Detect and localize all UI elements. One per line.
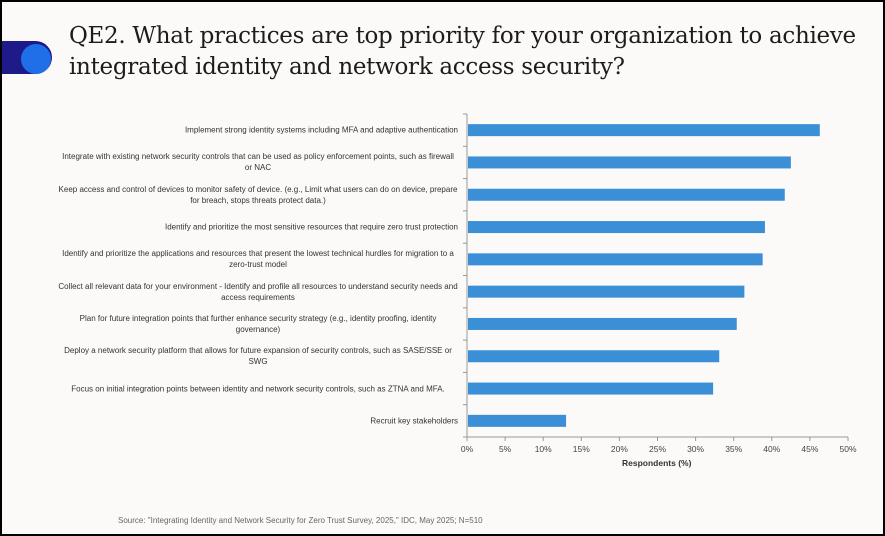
category-label: Identify and prioritize the applications…	[62, 249, 454, 270]
x-tick-label: 35%	[725, 444, 742, 454]
x-tick-label: 15%	[573, 444, 590, 454]
source-note: Source: "Integrating Identity and Networ…	[118, 516, 483, 525]
x-tick-label: 40%	[763, 444, 780, 454]
category-label: Focus on initial integration points betw…	[71, 384, 445, 394]
x-tick-label: 5%	[499, 444, 512, 454]
x-tick-label: 0%	[461, 444, 474, 454]
bar	[468, 382, 714, 395]
x-tick-label: 50%	[839, 444, 856, 454]
x-tick-label: 20%	[611, 444, 628, 454]
category-label: Recruit key stakeholders	[370, 416, 458, 426]
bar	[468, 350, 720, 363]
category-label: Collect all relevant data for your envir…	[58, 281, 458, 302]
bar	[468, 253, 763, 266]
category-label: Integrate with existing network security…	[62, 152, 454, 173]
category-label: Identify and prioritize the most sensiti…	[164, 222, 458, 232]
x-tick-label: 10%	[535, 444, 552, 454]
bar	[468, 221, 765, 234]
x-tick-label: 45%	[801, 444, 818, 454]
page-title: QE2. What practices are top priority for…	[69, 23, 856, 80]
bar	[468, 285, 745, 298]
category-label: Plan for future integration points that …	[79, 313, 437, 334]
category-label: Keep access and control of devices to mo…	[58, 184, 458, 205]
bar	[468, 317, 737, 330]
bar	[468, 156, 791, 169]
x-tick-label: 25%	[649, 444, 666, 454]
x-axis-title: Respondents (%)	[622, 458, 692, 468]
category-label: Deploy a network security platform that …	[64, 346, 452, 367]
category-label: Implement strong identity systems includ…	[184, 125, 458, 135]
bar	[468, 188, 785, 201]
decorative-dot-icon	[21, 44, 51, 74]
bar-chart: 0% 5% 10% 15% 20% 25% 30% 35% 40% 45% 50%	[461, 113, 857, 454]
bar	[468, 124, 820, 137]
bar	[468, 414, 567, 427]
x-tick-label: 30%	[687, 444, 704, 454]
